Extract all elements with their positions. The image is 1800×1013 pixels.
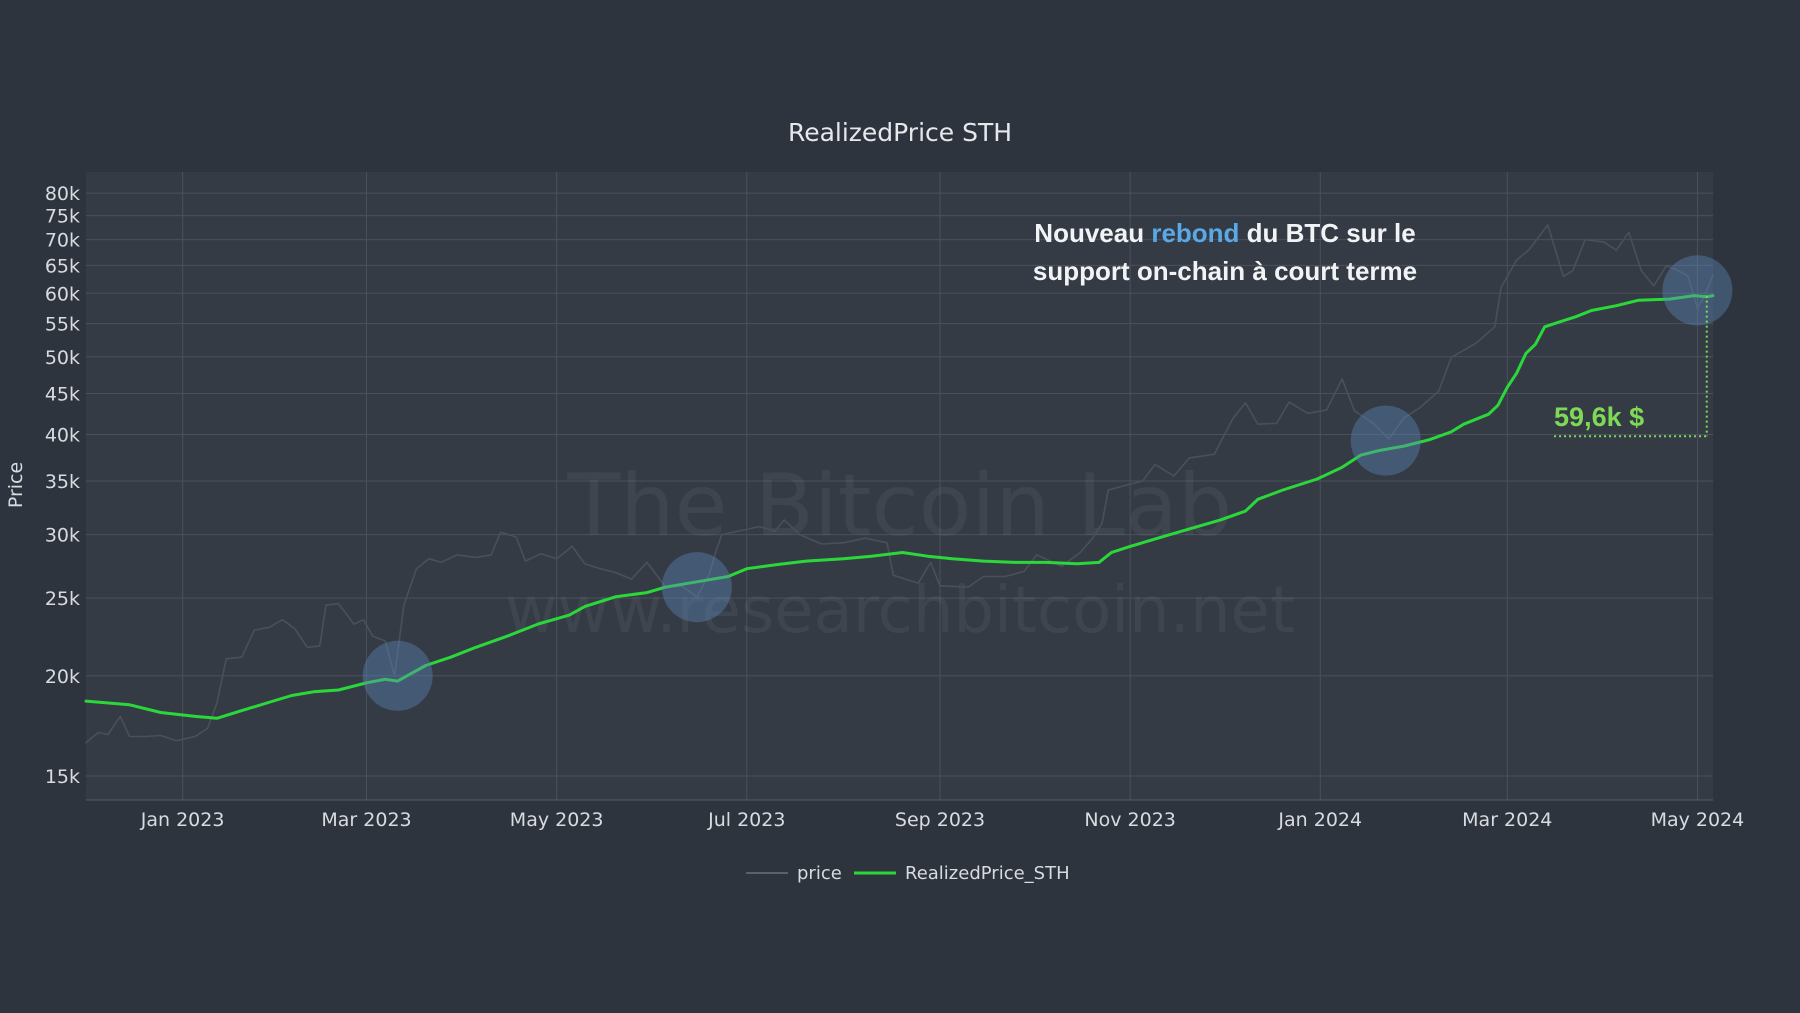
y-tick-label: 70k <box>45 230 80 252</box>
x-tick-label: Jan 2024 <box>1277 809 1362 831</box>
callout-value-label: 59,6k $ <box>1554 402 1644 432</box>
y-tick-label: 50k <box>45 347 80 369</box>
annotation-post: du BTC sur le <box>1239 218 1415 248</box>
y-tick-label: 35k <box>45 471 80 493</box>
y-tick-label: 75k <box>45 206 80 228</box>
highlight-circle <box>661 552 732 623</box>
x-tick-label: Nov 2023 <box>1084 809 1175 831</box>
watermark: The Bitcoin Lab www.researchbitcoin.net <box>505 456 1295 648</box>
y-tick-label: 60k <box>45 283 80 305</box>
grid-lines <box>86 172 1713 801</box>
annotation: Nouveau rebond du BTC sur le support on-… <box>1033 218 1417 286</box>
x-tick-label: Mar 2023 <box>321 809 411 831</box>
highlight-circle <box>362 640 433 711</box>
chart-title: RealizedPrice STH <box>788 118 1012 147</box>
annotation-line-1: Nouveau rebond du BTC sur le <box>1034 218 1415 248</box>
value-callout: 59,6k $ <box>1554 295 1708 438</box>
y-tick-label: 55k <box>45 314 80 336</box>
y-tick-label: 45k <box>45 383 80 405</box>
watermark-title: The Bitcoin Lab <box>567 456 1233 556</box>
x-tick-label: Sep 2023 <box>895 809 985 831</box>
series-layer <box>84 224 1715 744</box>
y-tick-label: 15k <box>45 766 80 788</box>
x-tick-label: Jan 2023 <box>140 809 225 831</box>
annotation-highlight: rebond <box>1151 218 1239 248</box>
plot-background <box>86 172 1713 800</box>
y-tick-label: 40k <box>45 424 80 446</box>
y-axis-ticks: 15k 20k 25k 30k 35k 40k 45k 50k 55k 60k 65k 70k75k8… <box>45 183 80 788</box>
y-tick-label: 65k <box>45 255 80 277</box>
x-tick-label: Mar 2024 <box>1462 809 1552 831</box>
legend-label-price: price <box>797 863 842 884</box>
series-line-RealizedPrice_STH <box>84 294 1715 720</box>
series-line-price <box>85 224 1714 744</box>
y-tick-label: 30k <box>45 525 80 547</box>
x-tick-label: May 2023 <box>510 809 604 831</box>
y-tick-label: 80k <box>45 183 80 205</box>
y-tick-label: 20k <box>45 666 80 688</box>
highlight-circle <box>1662 255 1733 326</box>
y-tick-label: 25k <box>45 588 80 610</box>
annotation-pre: Nouveau <box>1034 218 1151 248</box>
legend: price RealizedPrice_STH <box>746 863 1070 884</box>
highlight-circle <box>1350 405 1421 476</box>
watermark-url: www.researchbitcoin.net <box>505 574 1295 648</box>
legend-label-RealizedPrice_STH: RealizedPrice_STH <box>905 863 1070 884</box>
y-axis-title: Price <box>5 462 27 508</box>
x-tick-label: Jul 2023 <box>707 809 785 831</box>
x-axis-ticks: Jan 2023 Mar 2023 May 2023 Jul 2023 Sep 2023… <box>140 809 1744 831</box>
annotation-line-2: support on-chain à court terme <box>1033 256 1417 286</box>
highlight-layer <box>362 255 1733 711</box>
x-tick-label: May 2024 <box>1651 809 1745 831</box>
